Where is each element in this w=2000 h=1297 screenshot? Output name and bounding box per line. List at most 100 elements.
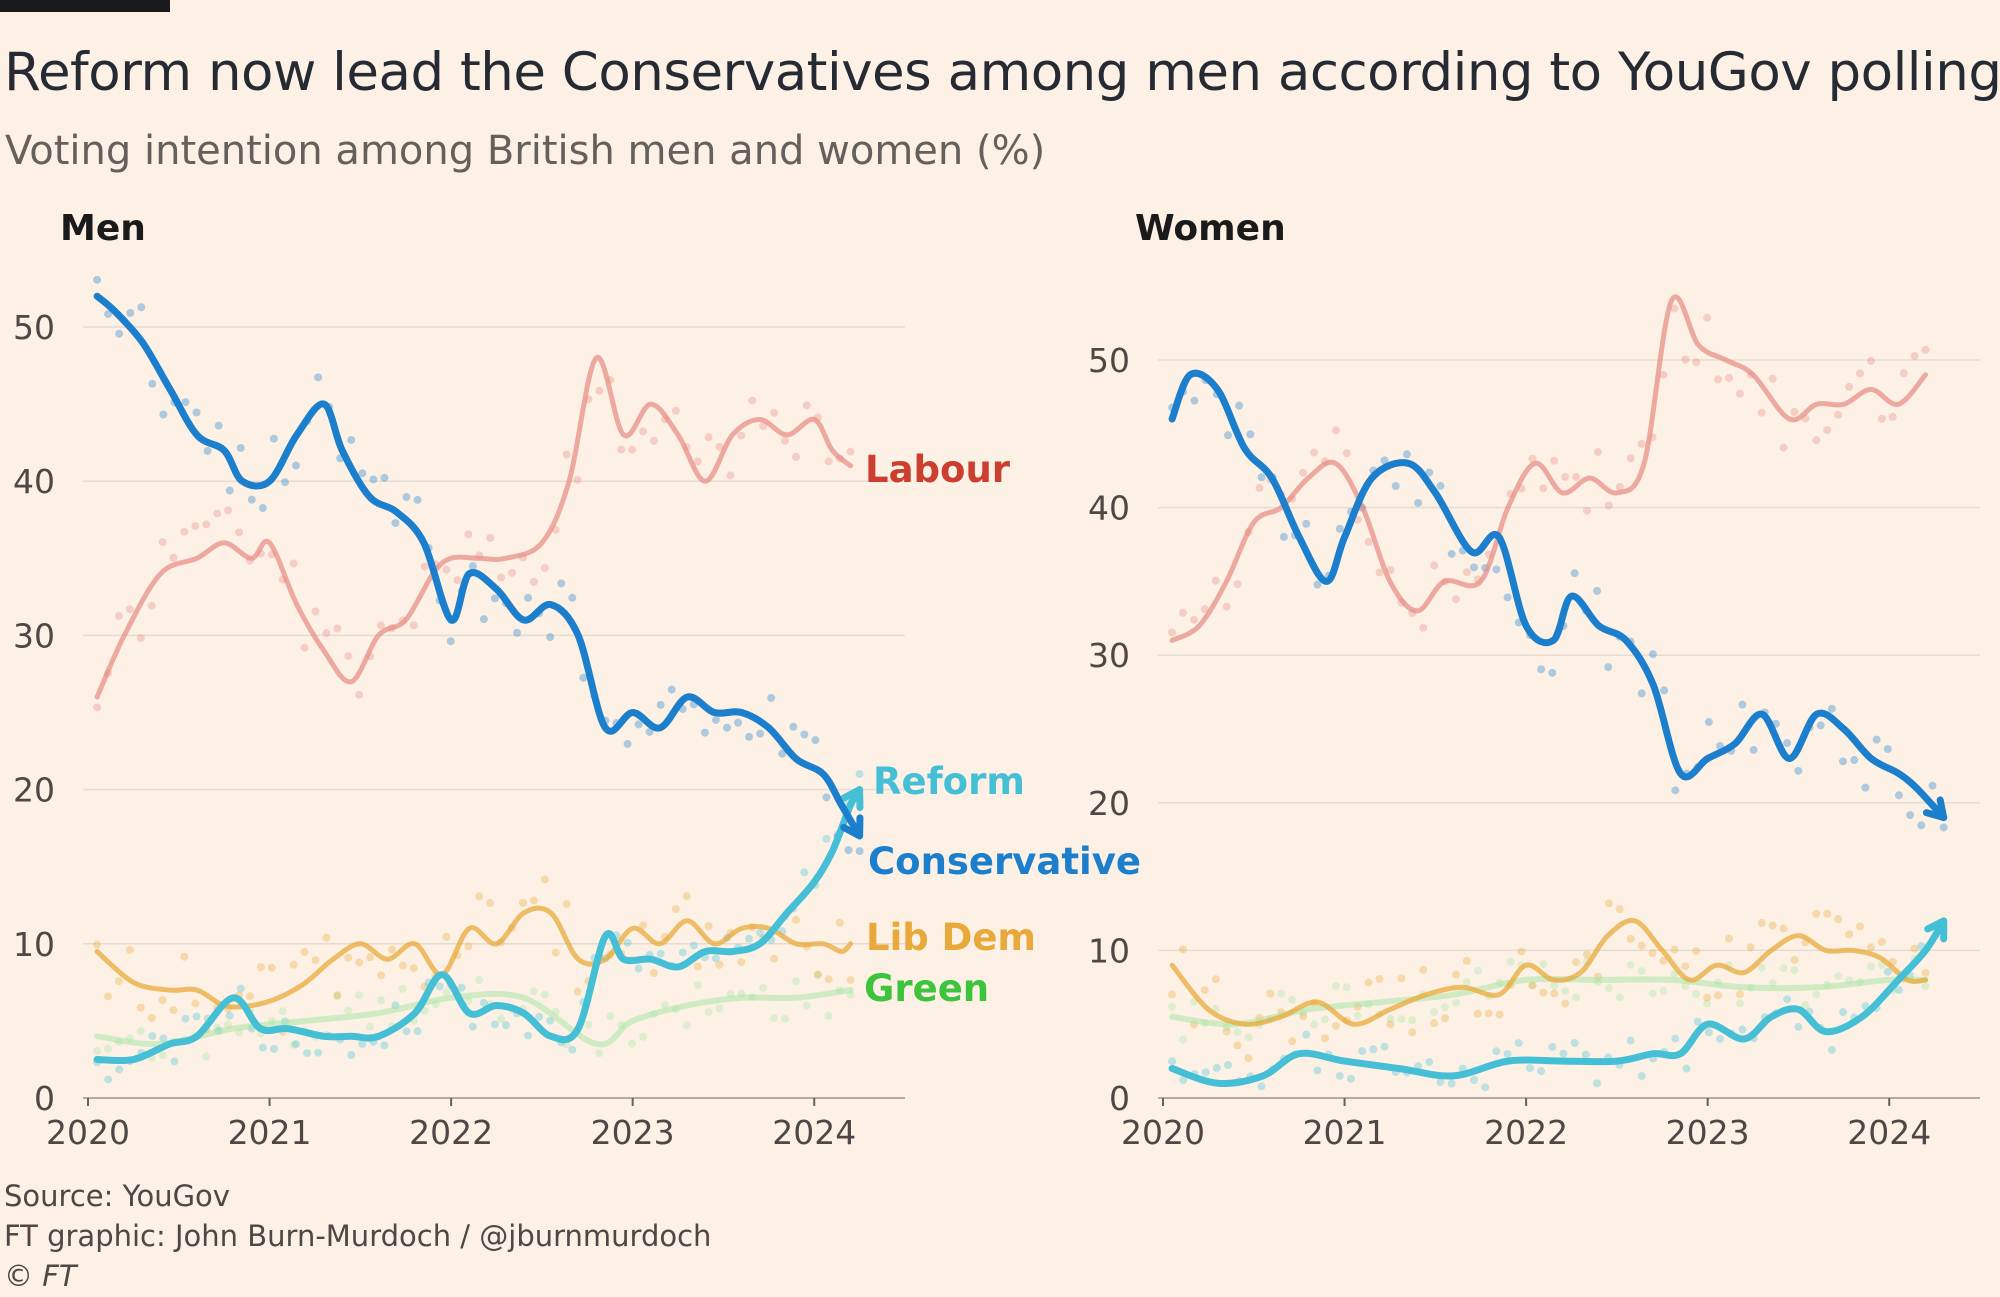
women-reform-poll-point [1470, 1076, 1479, 1085]
men-labour-poll-point [344, 652, 353, 661]
men-conservative-poll-point [756, 729, 765, 738]
men-lib-dem-poll-point [639, 921, 648, 930]
men-conservative-poll-point [656, 700, 665, 709]
men-lib-dem-poll-point [355, 958, 364, 967]
women-green-poll-point [1637, 967, 1646, 976]
men-conservative-poll-point [479, 615, 488, 624]
men-green-poll-point [442, 988, 451, 997]
men-conservative-poll-point [104, 310, 113, 319]
women-reform-poll-point [1313, 1066, 1322, 1075]
women-lib-dem-poll-point [1714, 991, 1723, 1000]
women-labour-poll-point [1899, 369, 1908, 378]
women-lib-dem-poll-point [1430, 1019, 1439, 1028]
women-conservative-poll-point [1313, 580, 1322, 589]
men-lib-dem-poll-point [715, 960, 724, 969]
women-reform-poll-point [1514, 1039, 1523, 1048]
men-conservative-poll-point [811, 736, 820, 745]
women-labour-poll-point [1528, 454, 1537, 463]
women-green-poll-point [1561, 987, 1570, 996]
men-reform-poll-point [524, 1031, 533, 1040]
women-green-poll-point [1539, 960, 1548, 969]
men-ytick-20: 20 [13, 771, 55, 810]
women-green-poll-point [1331, 981, 1340, 990]
men-green-poll-point [813, 971, 822, 980]
men-labour-poll-point [376, 621, 385, 630]
women-lib-dem-poll-point [1834, 915, 1843, 924]
men-lib-dem-poll-point [409, 964, 418, 973]
men-conservative-poll-point [778, 749, 787, 758]
women-lib-dem-poll-point [1299, 1012, 1308, 1021]
women-reform-poll-point [1223, 1061, 1232, 1070]
men-labour-poll-point [125, 605, 134, 614]
women-labour-poll-point [1735, 389, 1744, 398]
men-conservative-poll-point [258, 504, 267, 513]
women-reform-poll-point [1380, 1042, 1389, 1051]
men-ytick-10: 10 [13, 925, 55, 964]
men-green-label: Green [864, 967, 989, 1010]
women-conservative-poll-point [1593, 586, 1602, 595]
women-green-poll-point [1834, 972, 1843, 981]
men-reform-poll-point [457, 983, 466, 992]
women-conservative-poll-point [1570, 569, 1579, 578]
women-labour-poll-point [1386, 566, 1395, 575]
women-reform-poll-point [1335, 1071, 1344, 1080]
men-labour-poll-point [628, 445, 637, 454]
men-reform-poll-point [800, 868, 809, 877]
men-conservative-poll-point [546, 633, 555, 642]
women-lib-dem-poll-point [1626, 934, 1635, 943]
men-lib-dem-poll-point [93, 940, 102, 949]
women-green-poll-point [1244, 1033, 1253, 1042]
women-reform-poll-point [1682, 1064, 1691, 1073]
men-green-poll-point [278, 1007, 287, 1016]
men-reform-poll-point [535, 1012, 544, 1021]
men-lib-dem-poll-point [169, 1006, 178, 1015]
men-labour-poll-point [529, 577, 538, 586]
women-lib-dem-poll-point [1670, 945, 1679, 954]
men-labour-poll-point [791, 452, 800, 461]
men-labour-poll-point [595, 386, 604, 395]
men-labour-poll-point [497, 573, 506, 582]
women-conservative-poll-point [1604, 663, 1613, 672]
women-lib-dem-poll-point [1288, 1037, 1297, 1046]
men-labour-poll-point [486, 533, 495, 542]
men-conservative-poll-point [247, 495, 256, 504]
women-labour-poll-point [1200, 605, 1209, 614]
women-green-poll-point [1648, 989, 1657, 998]
women-conservative-poll-point [1492, 565, 1501, 574]
men-labour-poll-point [639, 427, 648, 436]
men-green-poll-point [639, 1032, 648, 1041]
women-labour-poll-point [1866, 356, 1875, 365]
women-labour-poll-point [1331, 426, 1340, 435]
women-lib-dem-poll-point [1659, 956, 1668, 965]
men-green-poll-point [824, 1011, 833, 1020]
men-lib-dem-poll-point [103, 992, 112, 1001]
women-reform-line [1168, 917, 1948, 1087]
men-labour-poll-point [453, 576, 462, 585]
men-ytick-30: 30 [13, 616, 55, 655]
women-lib-dem-poll-point [1222, 1027, 1231, 1036]
women-labour-poll-point [1888, 412, 1897, 421]
women-lib-dem-poll-point [1178, 945, 1187, 954]
women-conservative-poll-point [1648, 650, 1657, 659]
men-reform-label: Reform [873, 760, 1025, 803]
women-lib-dem-poll-point [1856, 922, 1865, 931]
men-labour-poll-point [409, 621, 418, 630]
women-green-poll-point [1451, 998, 1460, 1007]
women-green-poll-point [1342, 983, 1351, 992]
men-labour-label: Labour [865, 448, 1011, 491]
women-conservative-poll-point [1447, 549, 1456, 558]
men-reform-line [93, 786, 864, 1065]
women-reform-poll-point [1716, 1034, 1725, 1043]
men-lib-dem-poll-point [737, 958, 746, 967]
men-conservative-poll-point [789, 722, 798, 731]
men-conservative-poll-point [115, 329, 124, 338]
men-green-poll-point [628, 1039, 637, 1048]
women-conservative-poll-point [1637, 689, 1646, 698]
footer: Source: YouGov FT graphic: John Burn-Mur… [4, 1176, 711, 1296]
men-reform-poll-point [756, 928, 765, 937]
women-lib-dem-poll-point [1397, 974, 1406, 983]
women-conservative-poll-point [1850, 756, 1859, 765]
women-labour-line [1169, 294, 1928, 643]
women-reform-poll-point [1481, 1083, 1490, 1092]
men-lib-dem-poll-point [791, 915, 800, 924]
